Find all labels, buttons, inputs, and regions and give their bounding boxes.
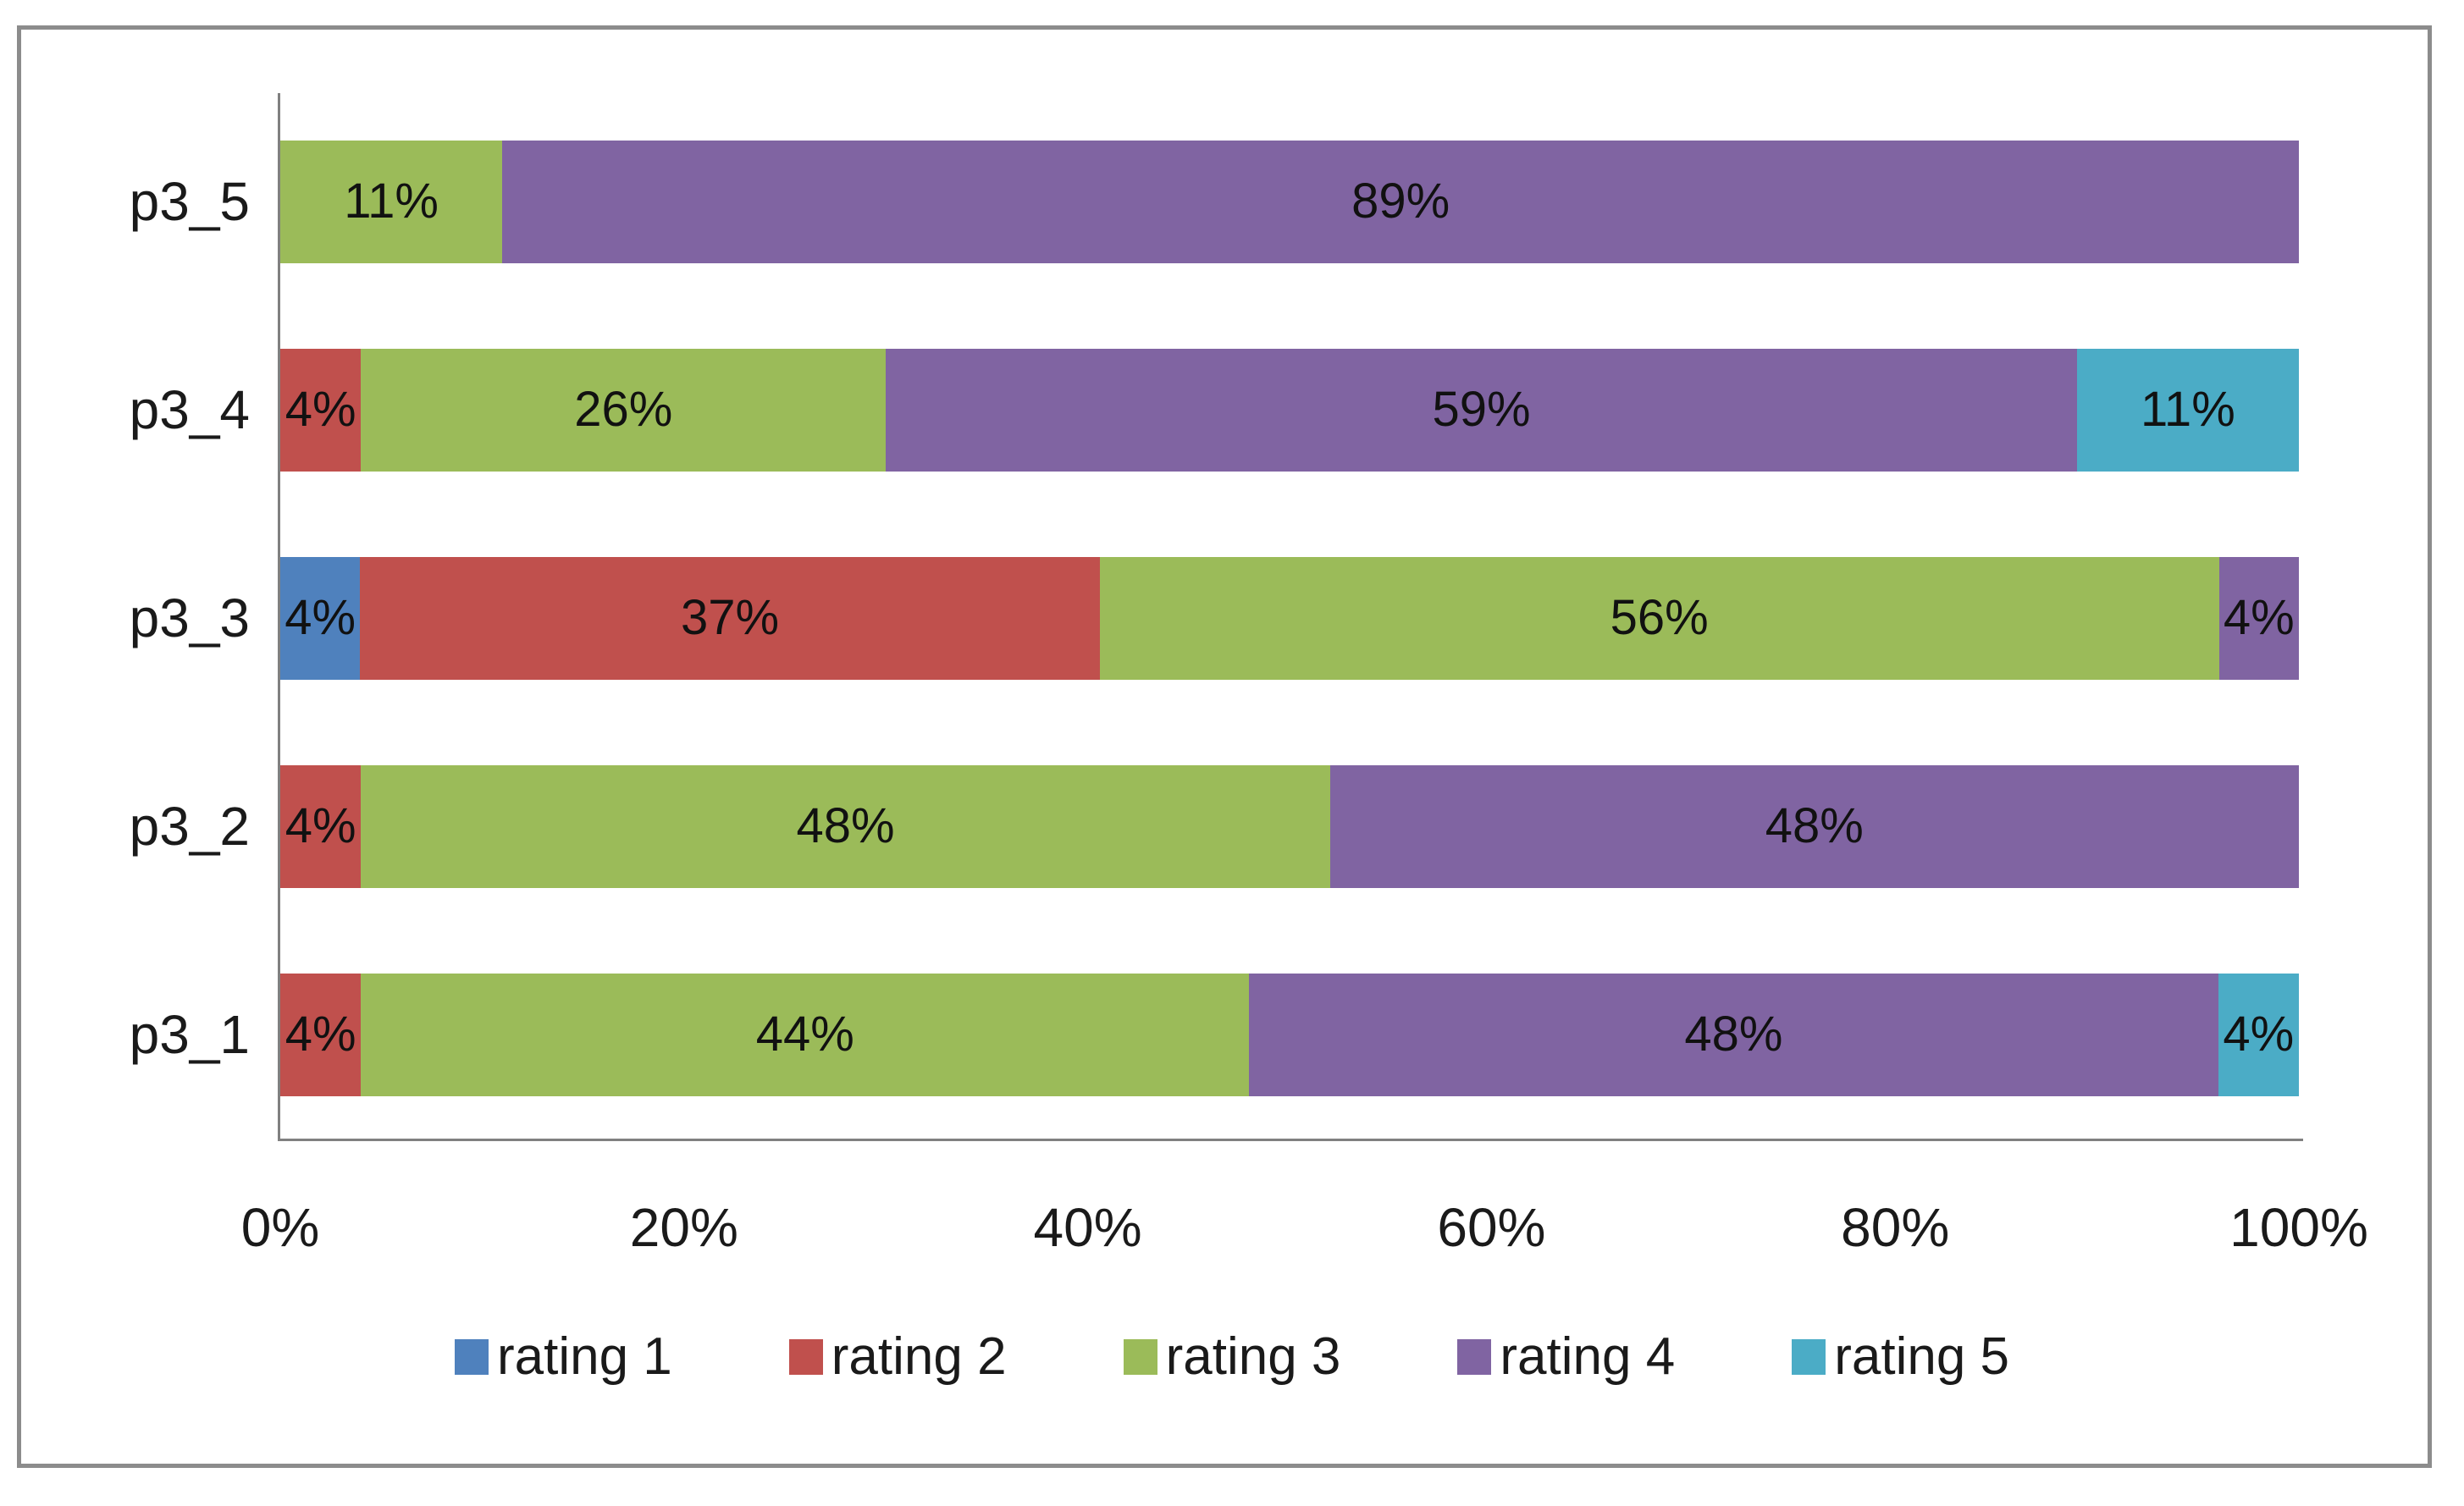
- category-label-p3-1: p3_1: [129, 1004, 250, 1065]
- data-label: 48%: [1765, 798, 1864, 853]
- x-tick-label-40: 40%: [1033, 1197, 1142, 1258]
- data-label: 56%: [1610, 590, 1709, 645]
- data-label: 4%: [285, 382, 356, 437]
- legend-swatch-rating-2: [788, 1339, 823, 1375]
- bar-row-p3-2: 4% 48% 48%: [280, 764, 2299, 888]
- bar-segment-p3-3-rating-1: 4%: [280, 556, 361, 680]
- bar-segment-p3-1-rating-3: 44%: [361, 973, 1250, 1096]
- data-label: 89%: [1351, 174, 1450, 229]
- bar-segment-p3-3-rating-2: 37%: [360, 556, 1100, 680]
- category-label-p3-2: p3_2: [129, 796, 250, 857]
- x-tick-label-60: 60%: [1437, 1197, 1546, 1258]
- category-label-p3-4: p3_4: [129, 379, 250, 440]
- bar-segment-p3-4-rating-4: 59%: [886, 348, 2077, 472]
- legend-item-rating-5: rating 5: [1792, 1331, 2009, 1383]
- legend-label: rating 5: [1834, 1327, 2010, 1386]
- legend-swatch-rating-1: [454, 1339, 489, 1375]
- bar-segment-p3-4-rating-2: 4%: [280, 348, 362, 472]
- x-tick-label-80: 80%: [1841, 1197, 1950, 1258]
- data-label: 4%: [285, 590, 356, 645]
- legend-label: rating 2: [831, 1327, 1007, 1386]
- category-label-p3-3: p3_3: [129, 588, 250, 648]
- bar-segment-p3-5-rating-4: 89%: [502, 140, 2299, 263]
- legend-swatch-rating-3: [1123, 1339, 1157, 1375]
- legend-item-rating-3: rating 3: [1123, 1327, 1341, 1386]
- bar-segment-p3-3-rating-3: 56%: [1099, 556, 2219, 680]
- bar-segment-p3-1-rating-4: 48%: [1249, 973, 2218, 1096]
- bar-segment-p3-1-rating-5: 4%: [2218, 973, 2299, 1096]
- legend-label: rating 1: [496, 1327, 672, 1386]
- bar-row-p3-1: 4% 44% 48% 4%: [280, 973, 2299, 1096]
- bar-row-p3-4: 4% 26% 59% 11%: [280, 348, 2299, 472]
- legend-item-rating-4: rating 4: [1457, 1331, 1675, 1383]
- data-label: 4%: [285, 798, 356, 853]
- legend-item-rating-2: rating 2: [788, 1327, 1007, 1386]
- x-axis-line: [278, 1139, 2303, 1141]
- bar-segment-p3-2-rating-2: 4%: [280, 764, 362, 888]
- bar-segment-p3-3-rating-4: 4%: [2218, 556, 2300, 680]
- chart-legend: rating 1 rating 2 rating 3 rating 4 rating 5: [0, 1331, 2464, 1383]
- data-label: 59%: [1432, 382, 1531, 437]
- category-label-p3-5: p3_5: [129, 171, 250, 232]
- bar-segment-p3-5-rating-3: 11%: [280, 140, 503, 263]
- data-label: 11%: [2140, 382, 2235, 437]
- data-label: 44%: [755, 1007, 854, 1062]
- data-label: 4%: [2223, 1007, 2295, 1062]
- data-label: 11%: [344, 174, 439, 229]
- bar-segment-p3-4-rating-3: 26%: [361, 348, 887, 472]
- x-tick-label-20: 20%: [629, 1197, 738, 1258]
- data-label: 48%: [796, 798, 895, 853]
- data-label: 48%: [1684, 1007, 1783, 1062]
- data-label: 4%: [285, 1007, 356, 1062]
- bar-segment-p3-2-rating-3: 48%: [361, 764, 1330, 888]
- legend-label: rating 3: [1165, 1327, 1341, 1386]
- legend-label: rating 4: [1500, 1327, 1676, 1386]
- x-tick-label-0: 0%: [240, 1197, 320, 1258]
- x-tick-label-100: 100%: [2229, 1197, 2368, 1258]
- data-label: 26%: [574, 382, 673, 437]
- bar-segment-p3-4-rating-5: 11%: [2076, 348, 2299, 472]
- data-label: 4%: [2223, 590, 2295, 645]
- legend-item-rating-1: rating 1: [454, 1327, 672, 1386]
- chart-frame: [17, 25, 2432, 1468]
- bar-segment-p3-1-rating-2: 4%: [280, 973, 362, 1096]
- data-label: 37%: [681, 590, 780, 645]
- y-axis-line: [278, 93, 280, 1141]
- legend-swatch-rating-5: [1792, 1339, 1826, 1375]
- bar-row-p3-3: 4% 37% 56% 4%: [280, 556, 2300, 680]
- bar-segment-p3-2-rating-4: 48%: [1329, 764, 2299, 888]
- legend-swatch-rating-4: [1457, 1339, 1492, 1375]
- bar-row-p3-5: 11% 89%: [280, 140, 2299, 263]
